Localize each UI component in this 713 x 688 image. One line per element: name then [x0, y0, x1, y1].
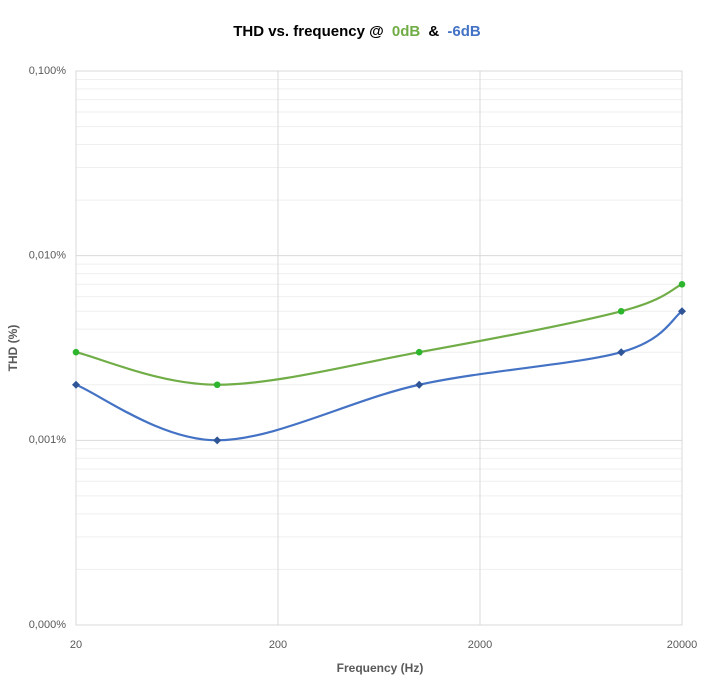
title-text: THD vs. frequency @	[233, 23, 384, 40]
y-tick-label: 0,100%	[29, 65, 67, 77]
series-line	[75, 283, 683, 386]
data-point	[213, 381, 221, 389]
y-tick-label: 0,001%	[29, 434, 67, 446]
title-joiner: &	[428, 23, 439, 40]
series-line	[75, 310, 683, 442]
data-point	[72, 348, 80, 356]
data-point	[617, 307, 625, 315]
data-point	[415, 380, 424, 389]
title-series: 0dB	[392, 23, 421, 40]
x-tick-label: 20	[70, 639, 82, 651]
y-tick-label: 0,000%	[29, 619, 67, 631]
x-tick-label: 20000	[667, 639, 698, 651]
data-point	[678, 307, 686, 316]
y-axis-label: THD (%)	[6, 325, 20, 372]
data-point	[415, 348, 423, 356]
data-point	[213, 436, 222, 445]
x-axis-label: Frequency (Hz)	[337, 661, 424, 675]
y-tick-label: 0,010%	[29, 250, 67, 262]
data-point	[678, 280, 686, 288]
title-series: -6dB	[447, 23, 481, 40]
chart-title: THD vs. frequency @ 0dB & -6dB	[233, 23, 481, 40]
data-point	[617, 348, 626, 357]
data-point	[72, 380, 80, 389]
plot-border	[75, 70, 683, 626]
x-tick-label: 2000	[468, 639, 492, 651]
x-tick-label: 200	[269, 639, 287, 651]
